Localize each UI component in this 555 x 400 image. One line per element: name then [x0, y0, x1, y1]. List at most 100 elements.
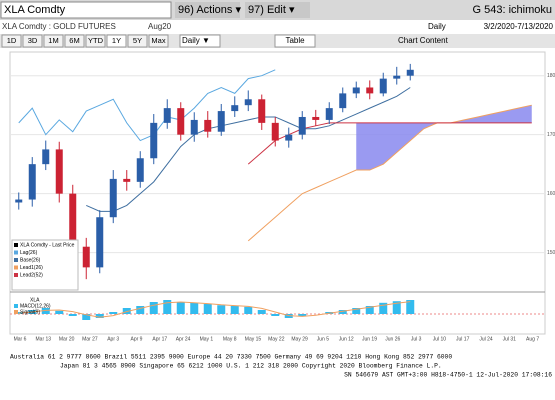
x-tick-label: Apr 9 — [131, 336, 143, 342]
range-button[interactable] — [85, 34, 106, 48]
candle-body — [285, 134, 293, 141]
x-tick-label: Aug 7 — [526, 336, 539, 342]
histogram-bar — [365, 306, 374, 314]
security: XLA Comdty : GOLD FUTURES — [2, 22, 116, 31]
range-button[interactable] — [127, 34, 148, 48]
footer-line: Australia 61 2 9777 8600 Brazil 5511 239… — [10, 354, 452, 361]
range-label[interactable]: YTD — [88, 36, 104, 45]
candle-body — [15, 199, 23, 203]
range-label[interactable]: 1D — [7, 36, 17, 45]
ticker-box[interactable] — [0, 1, 172, 19]
candle-body — [55, 149, 63, 194]
range-label[interactable]: 1M — [48, 36, 58, 45]
candle-body — [163, 108, 171, 123]
chart-content[interactable]: Chart Content — [398, 36, 449, 45]
legend-label: MACD(12,26) — [20, 303, 51, 309]
range-label[interactable]: 5Y — [133, 36, 142, 45]
histogram-bar — [217, 305, 226, 314]
contract: Aug20 — [148, 22, 172, 31]
histogram-bar — [392, 301, 401, 314]
candle-body — [352, 87, 360, 94]
x-tick-label: Jul 3 — [411, 336, 422, 342]
indicator-line — [247, 122, 532, 165]
candle-body — [150, 122, 158, 159]
x-tick-label: Mar 27 — [82, 336, 98, 342]
range-label[interactable]: Max — [151, 36, 165, 45]
candle-body — [271, 122, 279, 141]
candle-body — [339, 93, 347, 109]
page-title: G 543: ichimoku — [473, 4, 552, 16]
range-button[interactable] — [22, 34, 43, 48]
candle-body — [42, 149, 50, 165]
x-tick-label: Apr 3 — [107, 336, 119, 342]
legend-label: Lead1(26) — [20, 265, 43, 271]
indicator-line — [18, 69, 276, 142]
range-button[interactable] — [1, 34, 22, 48]
x-tick-label: May 15 — [245, 336, 262, 342]
candle-body — [258, 99, 266, 123]
edit-button[interactable] — [245, 2, 310, 18]
x-tick-label: May 22 — [268, 336, 285, 342]
histogram-bar — [163, 300, 172, 314]
signal-line — [18, 301, 411, 318]
ticker[interactable]: XLA Comdty — [4, 4, 66, 16]
period-select[interactable] — [179, 34, 221, 48]
legend-swatch — [14, 265, 18, 270]
candle-body — [109, 178, 117, 218]
period[interactable]: Daily ▼ — [182, 36, 210, 45]
candle-body — [406, 69, 414, 76]
histogram-bar — [230, 306, 239, 314]
range-label[interactable]: 6M — [69, 36, 79, 45]
range-button[interactable] — [43, 34, 64, 48]
x-tick-label: Jul 17 — [456, 336, 470, 342]
histogram-bar — [379, 302, 388, 314]
x-tick-label: May 29 — [291, 336, 308, 342]
candle-body — [123, 178, 131, 182]
histogram-bar — [176, 302, 185, 314]
actions[interactable]: 96) Actions ▾ — [178, 4, 241, 16]
footer-line: SN 546679 AST GMT+3:00 H818-4750-1 12-Ju… — [344, 372, 552, 379]
range-button[interactable] — [106, 34, 127, 48]
candle-body — [217, 111, 225, 132]
range-label[interactable]: 3D — [28, 36, 38, 45]
histogram-bar — [149, 302, 158, 314]
legend-swatch — [14, 273, 18, 277]
histogram-bar — [190, 302, 199, 314]
range-button[interactable] — [148, 34, 169, 48]
x-tick-label: Apr 17 — [152, 336, 167, 342]
table[interactable]: Table — [285, 36, 305, 45]
table-button[interactable] — [274, 34, 316, 48]
candle-body — [231, 105, 239, 112]
cloud — [356, 105, 532, 171]
range-label[interactable]: 1Y — [112, 36, 121, 45]
candle-body — [244, 99, 252, 106]
candle-body — [325, 108, 333, 120]
y-tick-label: 1800 — [547, 73, 555, 79]
edit[interactable]: 97) Edit ▾ — [248, 4, 295, 16]
range-button[interactable] — [64, 34, 85, 48]
histogram-bar — [271, 314, 280, 316]
histogram-bar — [82, 314, 91, 320]
y-tick-label: 1500 — [547, 250, 555, 256]
plot-frame — [9, 51, 546, 335]
histogram-bar — [136, 306, 145, 314]
footer-line: Japan 81 3 4565 8900 Singapore 65 6212 1… — [60, 363, 442, 370]
legend-swatch — [14, 250, 18, 255]
legend-label: Signal(9) — [20, 309, 40, 315]
date-range: 3/2/2020-7/13/2020 — [484, 22, 554, 31]
histogram-bar — [122, 308, 131, 314]
x-tick-label: Jul 31 — [503, 336, 517, 342]
histogram-bar — [68, 314, 77, 316]
x-tick-label: Apr 24 — [176, 336, 191, 342]
x-tick-label: Jun 26 — [385, 336, 400, 342]
indicator-line — [86, 87, 411, 212]
candle-body — [136, 158, 144, 182]
candle-body — [312, 116, 320, 120]
x-tick-label: Jun 19 — [362, 336, 377, 342]
histogram-bar — [55, 310, 64, 314]
candle-body — [204, 119, 212, 132]
legend-label: Lead2(52) — [20, 272, 43, 278]
actions-button[interactable] — [175, 2, 240, 18]
